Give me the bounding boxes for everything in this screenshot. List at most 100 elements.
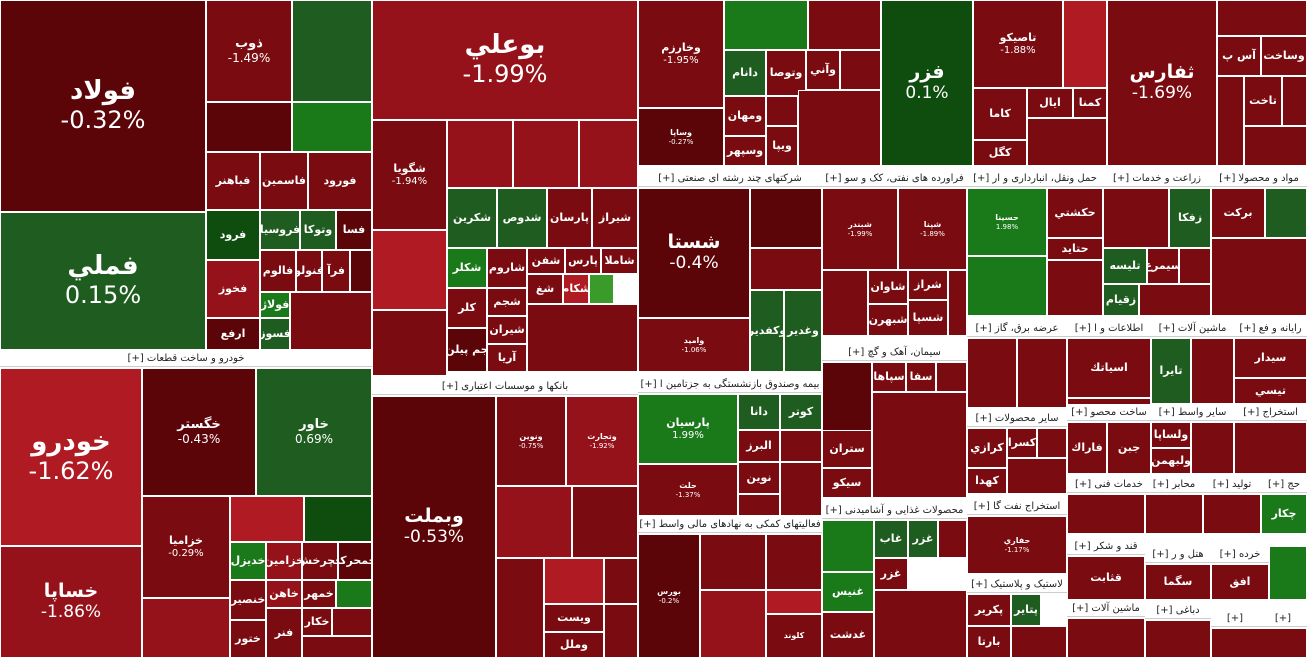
tile-shesepa[interactable]: شسپا <box>908 300 948 336</box>
sector-header[interactable]: ماشین آلات [+] <box>1151 320 1234 337</box>
tile-sibgh[interactable]: سيمرغ <box>1147 248 1179 284</box>
tile-haffari[interactable]: حفاري -1.17% <box>967 516 1067 574</box>
sector-header[interactable]: ساخت محصو [+] <box>1067 404 1151 421</box>
sector-header[interactable]: خودرو و ساخت قطعات [+] <box>0 350 372 367</box>
tile-shdos[interactable]: شدوص <box>497 188 547 248</box>
tile-minor[interactable] <box>780 430 822 462</box>
sector-header[interactable]: استخراج [+] <box>1234 404 1307 421</box>
tile-kama[interactable]: كاما <box>973 88 1027 140</box>
small-tiles-cluster[interactable] <box>1067 618 1145 658</box>
tile-fakhooz[interactable]: فخوز <box>206 260 260 318</box>
tile-vtosa[interactable]: وتوصا <box>766 50 806 96</box>
sector-header[interactable]: زراعت و خدمات [+] <box>1103 170 1211 187</box>
sector-header[interactable]: ماشین آلات [+] <box>1067 600 1145 617</box>
tile-minor[interactable] <box>1265 188 1307 238</box>
tile-faloom[interactable]: فالوم <box>260 250 296 292</box>
small-tiles-cluster[interactable] <box>1047 260 1103 316</box>
tile-minor[interactable] <box>230 496 304 542</box>
tile-kahda[interactable]: كهدا <box>967 468 1007 494</box>
tile-vtejarat[interactable]: وتجارت -1.92% <box>566 396 638 486</box>
tile-sitama[interactable]: تيسي <box>1234 378 1307 404</box>
small-tiles-cluster[interactable] <box>1027 118 1107 166</box>
tile-shajam[interactable]: شجم <box>487 288 527 316</box>
tile-shafan[interactable]: شفن <box>527 248 565 274</box>
small-tiles-cluster[interactable] <box>872 392 967 498</box>
tile-parsi[interactable]: پارس <box>565 248 601 274</box>
tile-minor[interactable] <box>447 120 513 188</box>
tile-vmahan[interactable]: ومهان <box>724 96 766 136</box>
small-tiles-cluster[interactable] <box>1244 126 1307 166</box>
sector-header[interactable]: [+] <box>1259 610 1307 627</box>
sector-header[interactable]: محابر [+] <box>1145 476 1203 493</box>
tile-minor[interactable] <box>967 338 1017 408</box>
tile-zafka[interactable]: زفكا <box>1169 188 1211 248</box>
small-tiles-cluster[interactable] <box>1217 76 1244 166</box>
small-tiles-cluster[interactable] <box>332 608 372 636</box>
tile-kotar[interactable]: كوتر <box>780 394 822 430</box>
sector-header[interactable]: شرکتهای چند رشته ای صنعتی [+] <box>638 170 822 187</box>
tile-vlbahman[interactable]: ولبهمن <box>1151 448 1191 474</box>
sector-header[interactable]: حج [+] <box>1261 476 1307 493</box>
sector-header[interactable]: عرضه برق، گاز [+] <box>967 320 1067 337</box>
tile-minor[interactable] <box>1217 0 1307 36</box>
tile-astar[interactable]: آس پ <box>1217 36 1261 76</box>
tile-khgostar[interactable]: خگستر -0.43% <box>142 368 256 496</box>
tile-fnool[interactable]: فنولو <box>296 250 322 292</box>
tile-vsepahr[interactable]: وسپهر <box>724 136 766 166</box>
tile-patir[interactable]: پتاير <box>1011 594 1041 626</box>
tile-shasta[interactable]: شستا -0.4% <box>638 188 750 318</box>
tile-farak[interactable]: فاراك <box>1067 422 1107 474</box>
tile-minor[interactable] <box>840 50 881 90</box>
tile-shiran[interactable]: شيران <box>487 316 527 344</box>
tile-takhat[interactable]: تاخت <box>1244 76 1282 126</box>
small-tiles-cluster[interactable] <box>302 636 372 658</box>
tile-khaken[interactable]: خاهن <box>266 580 302 608</box>
tile-fesa[interactable]: فسا <box>336 210 372 250</box>
tile-kharazm[interactable]: وخارزم -1.95% <box>638 0 724 108</box>
sector-header[interactable]: [+] <box>1211 610 1259 627</box>
sector-header[interactable]: محصولات غذایی و آشامیدنی [+] <box>822 502 967 519</box>
tile-minor[interactable] <box>808 0 881 50</box>
sector-header[interactable]: مواد و محصولا [+] <box>1211 170 1307 187</box>
tile-vghadir[interactable]: وغدير <box>784 290 822 372</box>
tile-minor[interactable] <box>372 230 447 310</box>
tile-tfars[interactable]: ثفارس -1.69% <box>1107 0 1217 166</box>
tile-zob[interactable]: ذوب -1.49% <box>206 0 292 102</box>
tile-minor[interactable] <box>1067 494 1145 534</box>
small-tiles-cluster[interactable] <box>967 574 1067 576</box>
tile-shagh[interactable]: شغ <box>527 274 563 304</box>
tile-shabandar[interactable]: شبندر -1.99% <box>822 188 898 270</box>
tile-minor[interactable] <box>1269 546 1307 600</box>
tile-agh[interactable]: افق <box>1211 564 1269 600</box>
tile-minor[interactable] <box>350 250 372 292</box>
tile-vest[interactable]: ويست <box>544 604 604 632</box>
tile-pakar[interactable]: پكرير <box>967 594 1011 626</box>
tile-parsan[interactable]: پارسان <box>547 188 592 248</box>
tile-minor[interactable] <box>1234 422 1307 474</box>
tile-arfa[interactable]: ارفع <box>206 318 260 350</box>
tile-khazin[interactable]: خزامين <box>266 542 302 580</box>
tile-sikoh[interactable]: سيكو <box>822 468 872 498</box>
sector-header[interactable]: اطلاعات و ا [+] <box>1067 320 1151 337</box>
tile-beraket[interactable]: بركت <box>1211 188 1265 238</box>
tile-minor[interactable] <box>206 102 292 152</box>
tile-vsapa[interactable]: وساپا -0.27% <box>638 108 724 166</box>
sector-header[interactable]: دباغی [+] <box>1145 602 1211 619</box>
tile-shakarin[interactable]: شكرين <box>447 188 497 248</box>
tile-minor[interactable] <box>1179 248 1211 284</box>
tile-minor[interactable] <box>292 0 372 102</box>
tile-kala[interactable]: كلر <box>447 288 487 328</box>
tile-fameli[interactable]: فملي 0.15% <box>0 212 206 350</box>
tile-minor[interactable] <box>579 120 638 188</box>
tile-taira[interactable]: تايرا <box>1151 338 1191 404</box>
tile-minor[interactable] <box>724 0 808 50</box>
tile-khesapa[interactable]: خساپا -1.86% <box>0 546 142 658</box>
small-tiles-cluster[interactable] <box>604 604 638 658</box>
tile-shamla[interactable]: شاملا <box>601 248 638 274</box>
tile-bourse[interactable]: بورس -0.2% <box>638 534 700 658</box>
small-tiles-cluster[interactable] <box>1191 338 1234 404</box>
tile-fervsia[interactable]: فروسيا <box>260 210 300 250</box>
tile-vmel[interactable]: وملل <box>544 632 604 658</box>
sector-header[interactable]: حمل ونقل، انبارداری و ار [+] <box>967 170 1103 187</box>
tile-barta[interactable]: بارتا <box>967 626 1011 658</box>
